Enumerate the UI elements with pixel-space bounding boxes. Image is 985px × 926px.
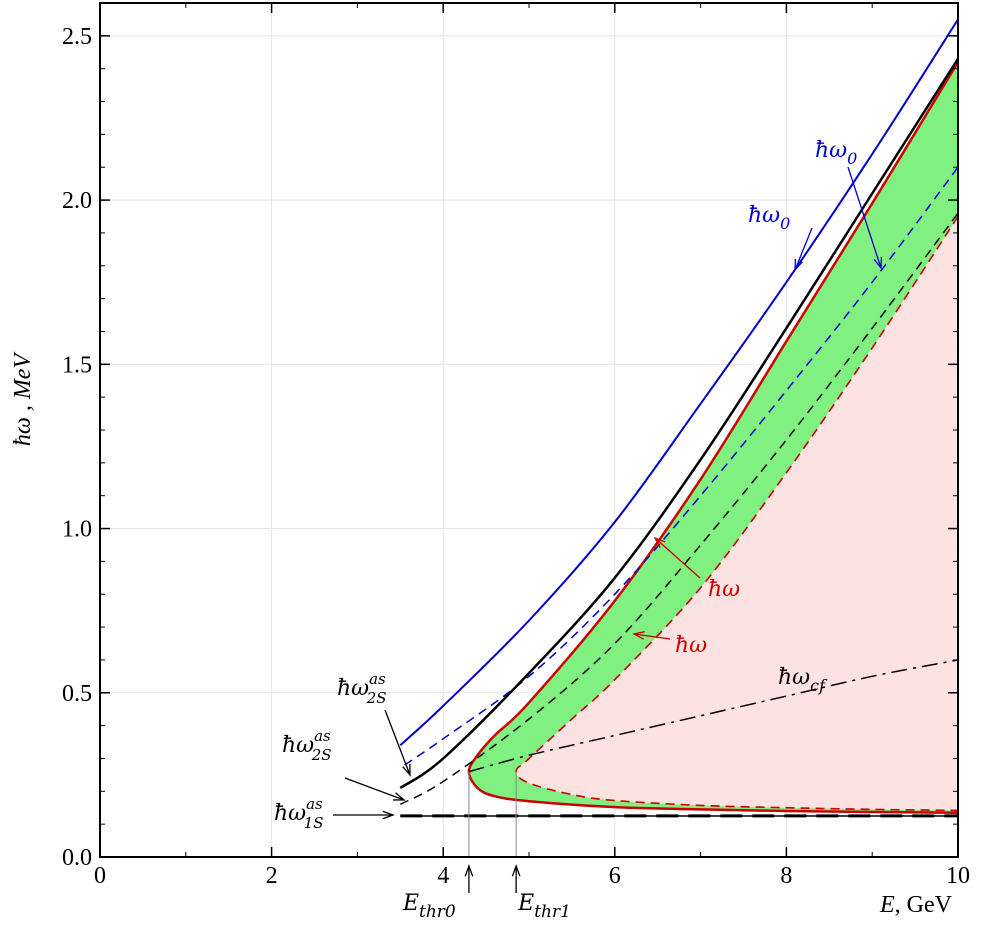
x-tick-label: 8 bbox=[780, 863, 792, 889]
x-axis-label: E, GeV bbox=[879, 892, 953, 918]
label-w0-inner-arrow bbox=[794, 227, 813, 271]
label-w0-outer: ħω0 bbox=[815, 138, 857, 168]
label-ethr0-arrowhead bbox=[464, 864, 474, 877]
label-w-outer-arrowhead bbox=[653, 536, 666, 548]
label-w2s-upper-arrowhead bbox=[402, 763, 411, 777]
series-line-1 bbox=[399, 18, 959, 747]
y-tick-label: 0.5 bbox=[62, 681, 92, 707]
label-w0-inner: ħω0 bbox=[748, 203, 790, 233]
x-tick-label: 2 bbox=[266, 863, 278, 889]
label-w2s-upper-arrow bbox=[384, 709, 411, 776]
label-w2s-upper: ħωas 2S bbox=[337, 670, 387, 707]
series-line-3 bbox=[399, 58, 960, 790]
filled-regions bbox=[468, 62, 958, 813]
label-w2s-lower: ħωas 2S bbox=[282, 727, 332, 764]
region-fill-2 bbox=[516, 216, 958, 811]
x-tick-label: 10 bbox=[946, 863, 970, 889]
x-tick-label: 4 bbox=[437, 863, 449, 889]
label-w-outer: ħω bbox=[708, 577, 740, 602]
series-line-6 bbox=[468, 659, 959, 773]
label-ethr1: Ethr1 bbox=[517, 891, 571, 922]
label-wcf: ħωcf bbox=[778, 665, 828, 695]
y-tick-label: 2.5 bbox=[62, 24, 92, 50]
x-tick-label: 6 bbox=[609, 863, 621, 889]
series-lines bbox=[399, 18, 960, 857]
label-w-inner: ħω bbox=[675, 633, 707, 658]
y-tick-label: 1.5 bbox=[62, 352, 92, 378]
label-w-inner-arrow bbox=[633, 633, 671, 640]
axis-ticks: 0 2 4 6 8 10 0.0 0.5 1.0 1.5 2.0 2.5 bbox=[62, 3, 970, 889]
label-ethr0: Ethr0 bbox=[402, 891, 456, 922]
y-axis-label: ħω , MeV bbox=[10, 352, 36, 447]
label-w1s-arrowhead bbox=[382, 810, 395, 820]
label-w-inner-arrowhead bbox=[632, 631, 645, 640]
region-boundary-2 bbox=[515, 216, 959, 812]
label-w0-inner-arrowhead bbox=[794, 258, 803, 272]
label-w-outer-arrow bbox=[654, 537, 701, 579]
label-w2s-lower-arrow bbox=[344, 777, 405, 801]
y-tick-label: 0.0 bbox=[62, 845, 92, 871]
region-boundary-1 bbox=[467, 61, 960, 814]
label-w0-outer-arrowhead bbox=[873, 256, 883, 270]
label-w1s: ħωas 1S bbox=[274, 795, 324, 832]
label-w0-outer-arrow bbox=[847, 166, 882, 269]
x-tick-label: 0 bbox=[94, 863, 106, 889]
y-tick-label: 1.0 bbox=[62, 517, 92, 543]
series-line-4 bbox=[399, 212, 959, 806]
y-tick-label: 2.0 bbox=[62, 188, 92, 214]
label-ethr1-arrowhead bbox=[511, 864, 521, 877]
label-w2s-lower-arrowhead bbox=[392, 792, 406, 801]
